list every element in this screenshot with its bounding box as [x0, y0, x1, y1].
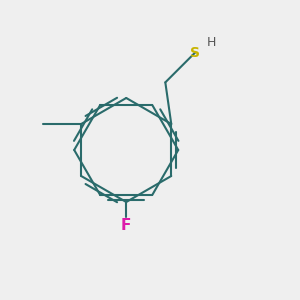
Text: H: H: [207, 36, 216, 49]
Text: S: S: [190, 46, 200, 60]
Text: F: F: [121, 218, 131, 233]
